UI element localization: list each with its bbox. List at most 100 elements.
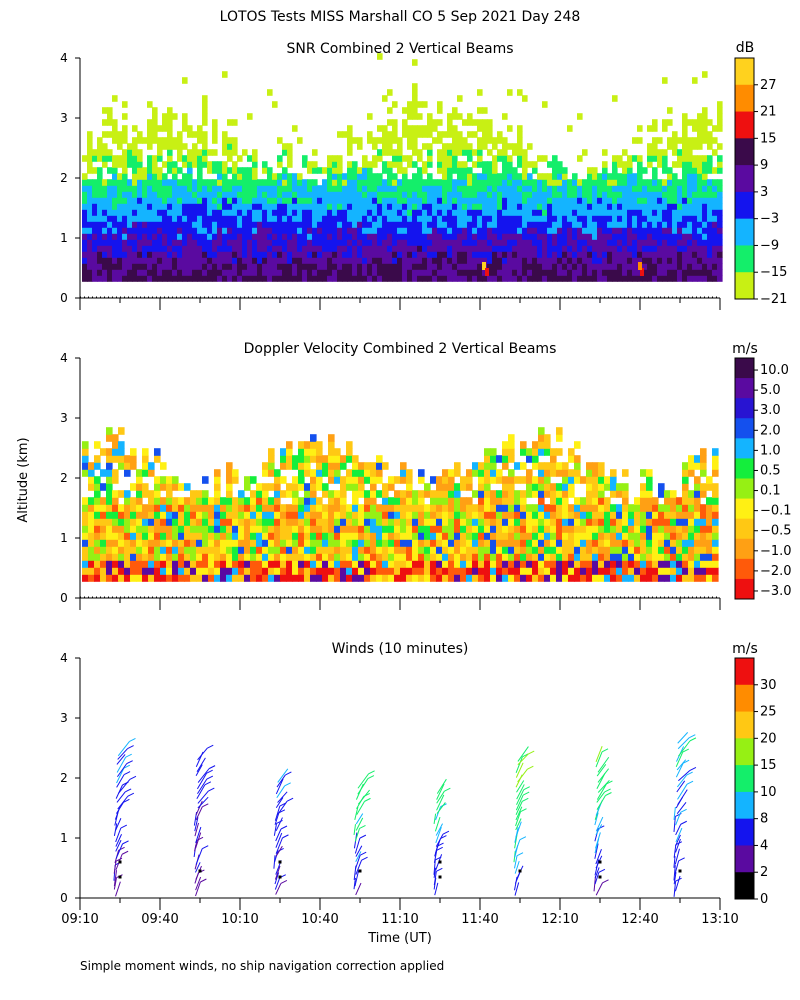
snr-cell [502,275,508,282]
snr-cell [362,185,368,192]
snr-cell [117,143,123,150]
snr-cell [337,167,343,174]
snr-cell [442,251,448,258]
snr-cell [372,227,378,234]
snr-cell [147,203,153,210]
snr-cell [532,203,538,210]
snr-cell [497,239,503,246]
doppler-cell [478,553,485,561]
doppler-cell [112,469,119,477]
doppler-cell [394,511,401,519]
snr-cell [132,179,138,186]
snr-cell [157,155,163,162]
snr-cell [472,227,478,234]
snr-cell [332,167,338,174]
snr-cell [492,137,498,144]
snr-cell [672,227,678,234]
doppler-cell [508,469,515,477]
snr-cell [327,203,333,210]
snr-cell [397,245,403,252]
snr-cell [87,215,93,222]
doppler-cell [208,532,215,540]
snr-cell [357,263,363,270]
doppler-cell [700,490,707,498]
snr-cell [627,179,633,186]
doppler-cell [688,546,695,554]
doppler-cell [604,574,611,582]
snr-cell [397,209,403,216]
doppler-cell [496,497,503,505]
doppler-cell [328,497,335,505]
snr-cell [197,251,203,258]
doppler-cell [346,511,353,519]
doppler-cell [148,504,155,512]
doppler-cell [628,546,635,554]
snr-cell [547,173,553,180]
doppler-cell [268,518,275,526]
doppler-cell [238,574,245,582]
snr-cell [467,173,473,180]
snr-cell [442,221,448,228]
doppler-cell [244,553,251,561]
snr-cell [692,269,698,276]
doppler-cell [658,483,665,491]
doppler-cell [514,497,521,505]
doppler-cell [448,546,455,554]
snr-cell [152,245,158,252]
doppler-cell [364,504,371,512]
doppler-cell [184,567,191,575]
snr-cell [137,191,143,198]
snr-cell [502,257,508,264]
doppler-cell [502,574,509,582]
snr-cell [377,179,383,186]
doppler-cell [496,532,503,540]
snr-cell [417,149,423,156]
doppler-cell [652,560,659,568]
snr-cell [362,221,368,228]
snr-cell [422,233,428,240]
doppler-cell [502,462,509,470]
snr-cell [382,167,388,174]
snr-cell [602,269,608,276]
snr-cell [202,137,208,144]
snr-cell [112,215,118,222]
doppler-cell [472,567,479,575]
snr-cell [682,245,688,252]
snr-cell [182,125,188,132]
doppler-cell [358,525,365,533]
wind-barb [194,840,198,852]
snr-cell [407,221,413,228]
snr-cell [567,269,573,276]
doppler-cell [646,497,653,505]
doppler-cell [550,490,557,498]
doppler-cell [352,546,359,554]
doppler-cell [244,546,251,554]
wind-barb [356,801,365,815]
doppler-cell [88,504,95,512]
snr-cell [272,239,278,246]
doppler-cell [370,518,377,526]
doppler-cell [82,525,89,533]
snr-cell [157,125,163,132]
doppler-cell [514,490,521,498]
doppler-cell [640,483,647,491]
snr-cell [507,257,513,264]
doppler-cell [502,567,509,575]
snr-cell [192,209,198,216]
doppler-cell [664,532,671,540]
snr-cell [672,221,678,228]
snr-cell [187,257,193,264]
snr-cell [182,179,188,186]
snr-cell [592,215,598,222]
doppler-cell [370,539,377,547]
doppler-cell [520,511,527,519]
snr-cell [127,155,133,162]
doppler-cell [526,567,533,575]
doppler-cell [100,567,107,575]
snr-cell [522,275,528,282]
doppler-cell [352,497,359,505]
snr-cell [502,155,508,162]
doppler-cell [694,553,701,561]
doppler-cell [310,455,317,463]
doppler-cell [322,483,329,491]
